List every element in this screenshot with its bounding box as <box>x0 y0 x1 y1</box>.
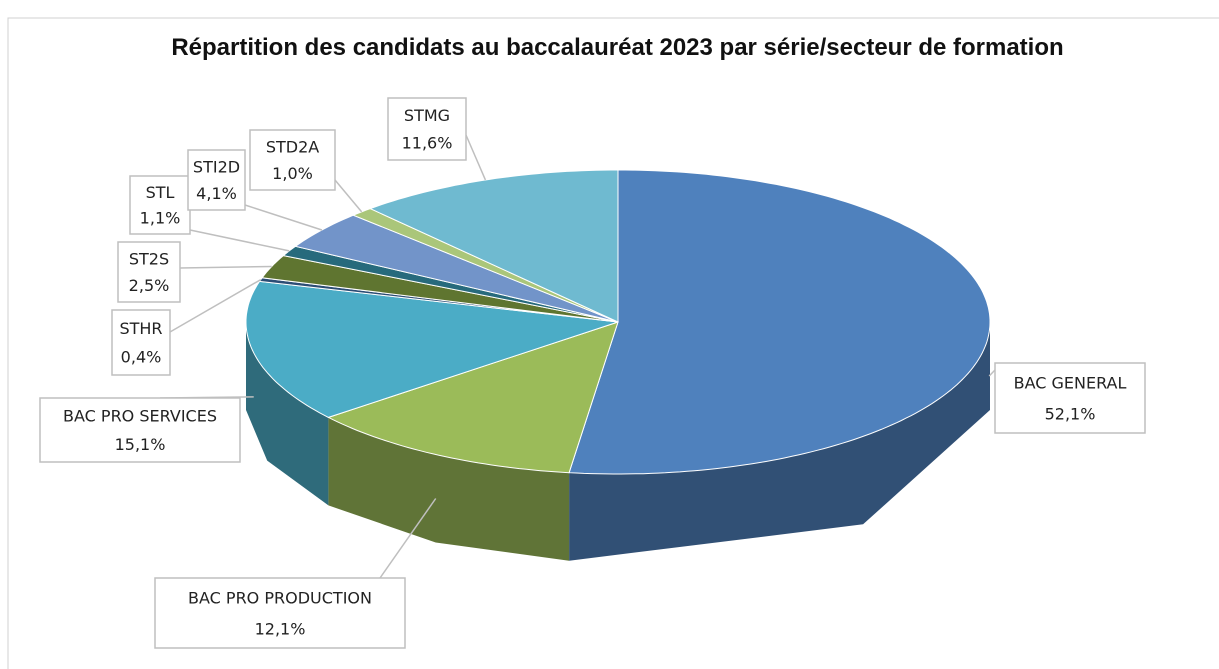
data-label-value: 0,4% <box>121 348 162 367</box>
chart-border <box>7 17 1219 669</box>
leader-line <box>334 179 363 213</box>
data-label-box <box>39 397 241 463</box>
data-label-box <box>111 309 171 376</box>
slice <box>261 255 619 323</box>
data-label-box <box>387 97 467 161</box>
data-label-value: 1,1% <box>140 208 181 227</box>
data-label-value: 11,6% <box>402 133 453 152</box>
data-label-name: STD2A <box>266 138 319 157</box>
data-label-name: ST2S <box>129 250 169 269</box>
data-label-name: BAC PRO SERVICES <box>63 407 217 426</box>
data-label-name: STL <box>146 183 175 202</box>
data-label-box <box>187 149 246 211</box>
slice <box>294 214 619 323</box>
slice <box>568 169 991 475</box>
leader-line <box>169 278 262 333</box>
chart-title: Répartition des candidats au baccalauréa… <box>171 34 1064 61</box>
leader-line <box>244 204 323 231</box>
data-label-box <box>994 362 1146 434</box>
data-label-value: 4,1% <box>196 184 237 203</box>
leader-line <box>465 134 487 181</box>
leader-line <box>379 498 437 579</box>
slice-side <box>569 322 990 561</box>
data-label-name: STHR <box>119 319 162 338</box>
data-label-value: 2,5% <box>129 276 170 295</box>
data-label-box <box>117 241 181 303</box>
leader-line <box>189 229 290 252</box>
data-label-value: 12,1% <box>255 619 306 638</box>
data-label-name: BAC GENERAL <box>1014 374 1127 393</box>
slice <box>245 280 619 418</box>
data-label-box <box>129 175 191 235</box>
data-label-box <box>154 577 406 649</box>
slice <box>327 321 619 474</box>
slice-side <box>328 417 570 561</box>
slice-side <box>246 322 329 506</box>
data-label-box <box>249 129 336 191</box>
slice <box>368 169 619 323</box>
data-label-name: BAC PRO PRODUCTION <box>188 589 372 608</box>
leader-line <box>179 265 272 269</box>
leader-line <box>988 369 996 377</box>
data-label-name: STMG <box>404 106 450 125</box>
data-label-value: 15,1% <box>115 435 166 454</box>
data-label-name: STI2D <box>193 158 240 177</box>
data-label-value: 1,0% <box>272 164 313 183</box>
data-label-value: 52,1% <box>1045 404 1096 423</box>
